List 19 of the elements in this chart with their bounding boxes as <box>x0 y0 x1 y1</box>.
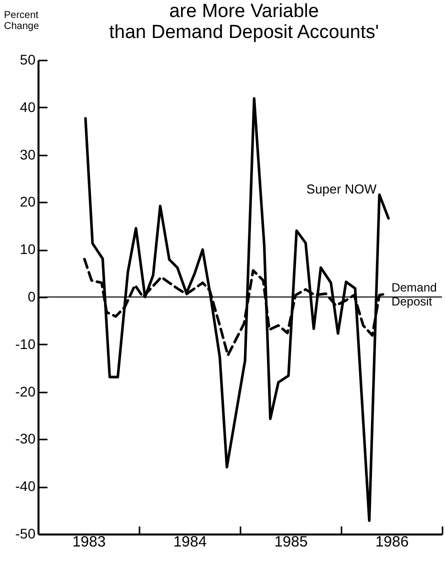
series-label: Super NOW <box>306 181 378 196</box>
chart-title: are More Variable than Demand Deposit Accounts' <box>109 1 379 43</box>
y-tick-label: -20 <box>15 383 36 400</box>
y-axis-title: Percent Change <box>4 10 40 32</box>
x-tick-label: 1985 <box>274 534 308 550</box>
y-tick-label: -40 <box>15 478 36 494</box>
y-tick-label: 30 <box>20 146 36 162</box>
y-tick-label: -10 <box>15 336 36 352</box>
x-tick-label: 1983 <box>72 534 106 550</box>
y-tick-label: 10 <box>20 241 36 258</box>
x-tick-label: 1986 <box>375 534 409 550</box>
y-tick-label: 0 <box>28 288 36 304</box>
y-tick-label: -30 <box>15 430 36 447</box>
series-label: Demand Deposit <box>391 280 437 309</box>
y-tick-label: 40 <box>20 98 36 115</box>
y-tick-label: -50 <box>15 526 36 542</box>
y-tick-label: 20 <box>20 194 36 210</box>
y-tick-label: 50 <box>20 52 36 68</box>
x-tick-label: 1984 <box>173 534 207 550</box>
